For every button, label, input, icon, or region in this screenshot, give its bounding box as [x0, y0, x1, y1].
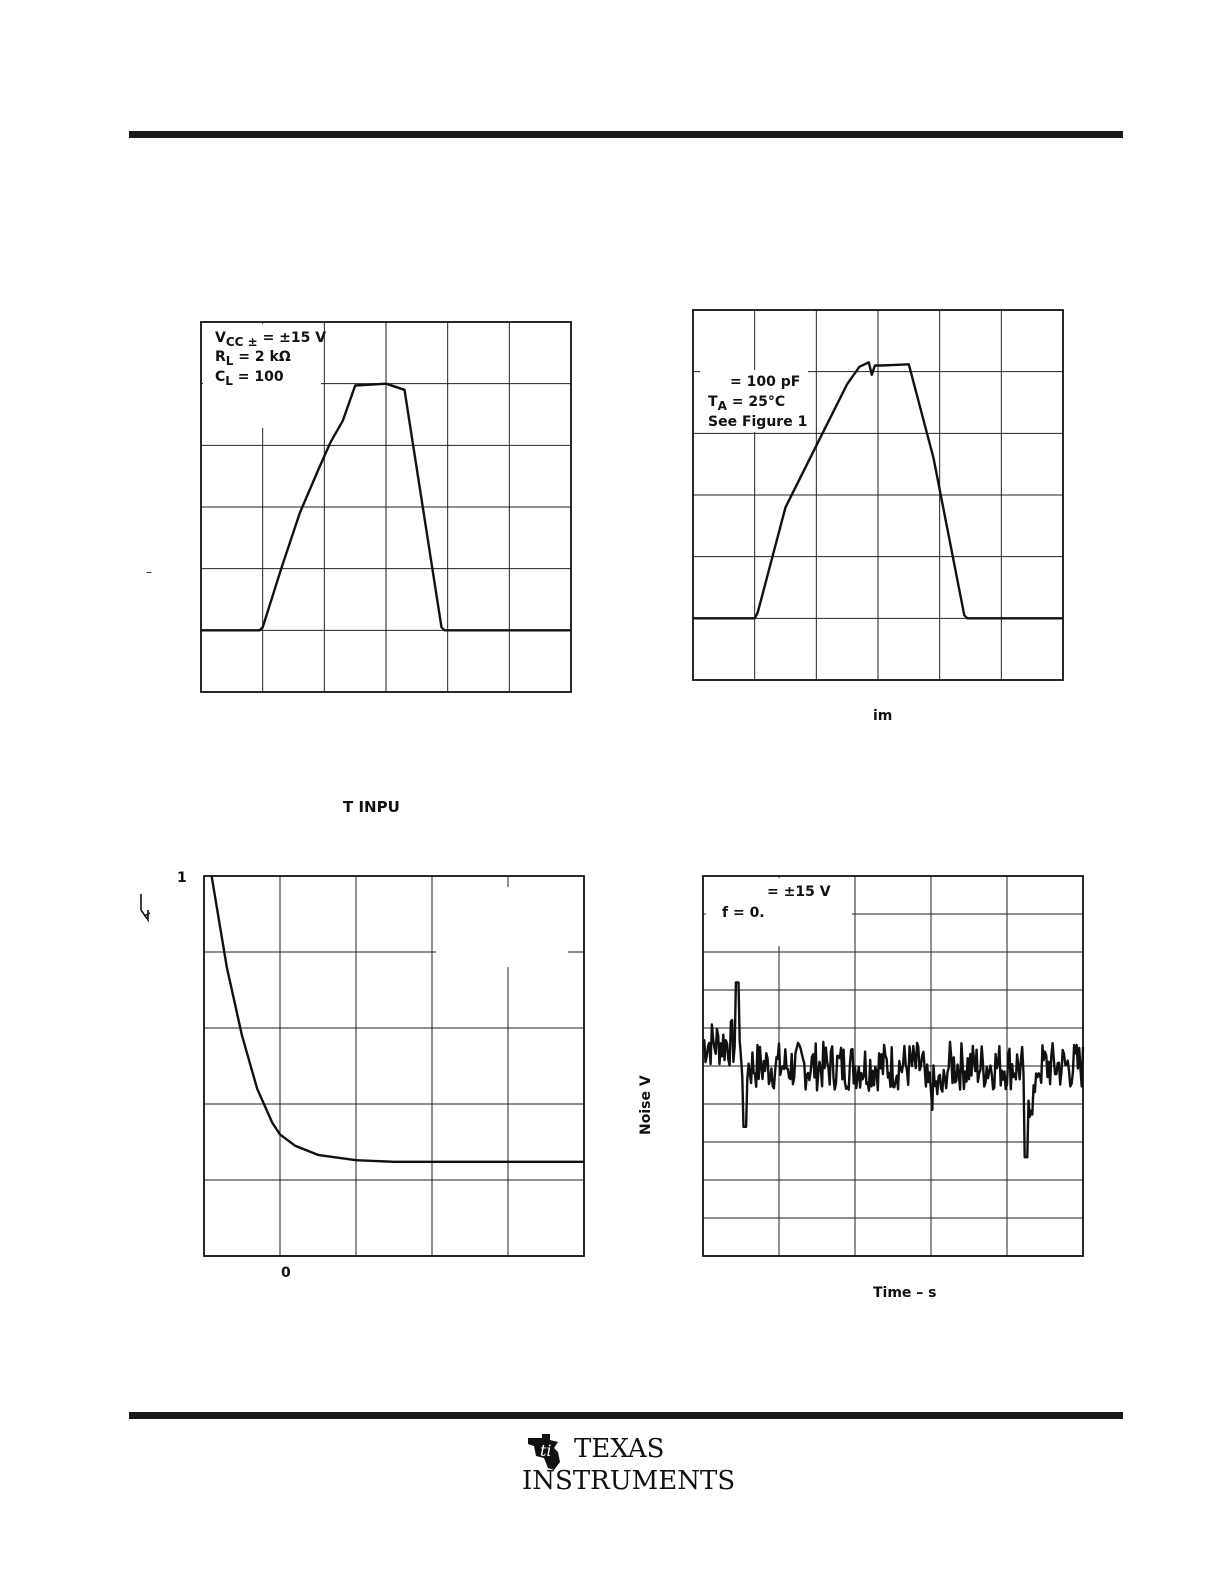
series-line-0 — [701, 981, 1085, 1159]
chart-4-frequency: f = 0. — [722, 905, 765, 921]
chart-1-cl: CL = 100 — [215, 369, 284, 388]
chart-2-ta: TA = 25°C — [708, 394, 786, 413]
plot-frame — [200, 321, 572, 693]
sqrt-hz-icon — [140, 894, 151, 923]
chart-1-legend-box — [203, 324, 321, 428]
top-rule — [129, 131, 1123, 138]
texas-instruments-logo: ti TEXAS INSTRUMENTS — [522, 1432, 736, 1504]
chart-3-x-tick: 0 — [281, 1265, 291, 1281]
bottom-rule — [129, 1412, 1123, 1419]
ti-bug-icon: ti — [528, 1434, 560, 1470]
series-line-0 — [693, 361, 1063, 620]
chart-2-legend-box — [700, 370, 808, 432]
chart-3-y-tick: 1 — [177, 870, 187, 886]
chart-2-cl: = 100 pF — [730, 374, 801, 390]
series-line-0 — [210, 875, 584, 1163]
chart-4-legend-box — [706, 878, 852, 946]
chart-1-vcc: VCC ± = ±15 V — [215, 330, 327, 349]
chart-1-y-fragment: – — [146, 565, 152, 579]
chart-3-title: T INPU — [343, 798, 400, 816]
chart-1-rl: RL = 2 kΩ — [215, 349, 291, 368]
chart-2-see-figure: See Figure 1 — [708, 414, 808, 430]
chart-3-legend-box — [436, 887, 568, 967]
brand-line-1: TEXAS — [574, 1434, 665, 1464]
plot-frame — [203, 875, 585, 1257]
series-line-0 — [201, 382, 571, 632]
chart-2-xlabel: im — [873, 708, 893, 724]
plot-frame — [692, 309, 1064, 681]
chart-4-vcc: = ±15 V — [767, 884, 831, 900]
svg-text:ti: ti — [540, 1441, 552, 1460]
chart-4-xlabel: Time – s — [873, 1285, 937, 1301]
chart-2 — [692, 309, 1064, 681]
brand-line-2: INSTRUMENTS — [522, 1466, 736, 1496]
chart-3 — [203, 875, 585, 1257]
chart-4-ylabel: Noise V — [638, 1075, 654, 1135]
